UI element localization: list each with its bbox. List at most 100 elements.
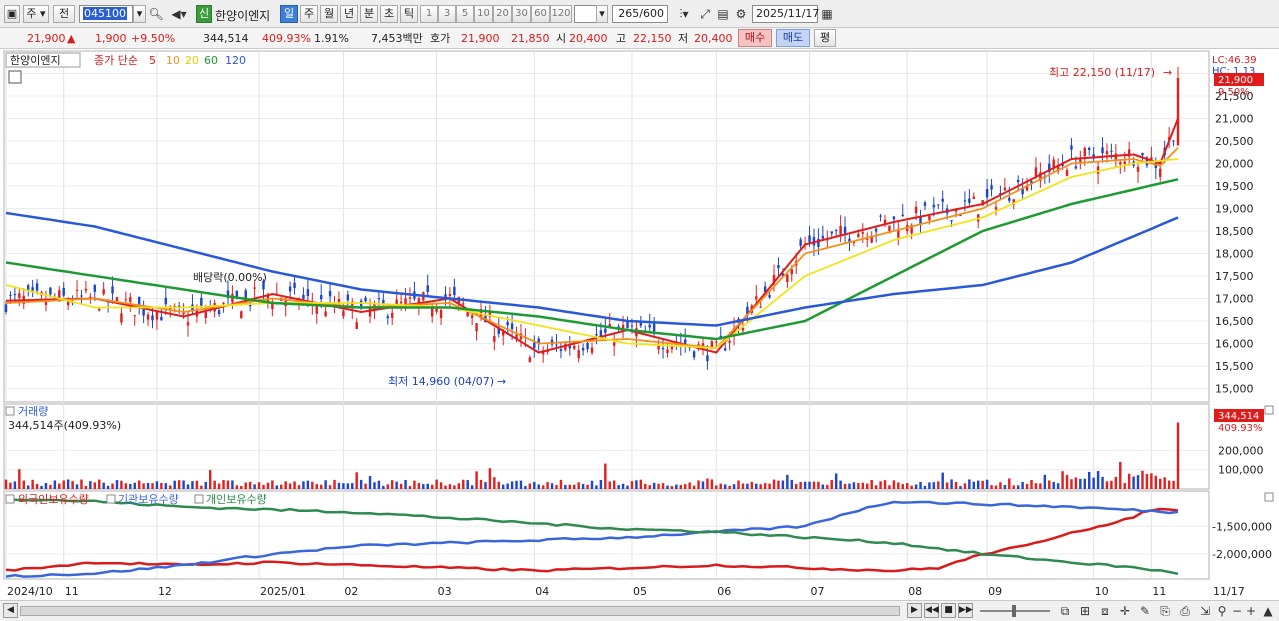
volume-bar: [914, 484, 918, 489]
compare-icon[interactable]: ⧈: [1101, 604, 1109, 618]
y-axis-tick-label: 19,500: [1215, 180, 1254, 193]
crosshair-icon[interactable]: ✛: [1119, 604, 1131, 618]
gear-icon[interactable]: ⚙: [735, 7, 747, 21]
date-input[interactable]: 2025/11/17: [752, 5, 819, 23]
volume-bar: [328, 485, 332, 489]
zoom-icon[interactable]: ⚲: [1217, 604, 1227, 618]
zoom-in-icon[interactable]: +: [1245, 604, 1257, 618]
period-month[interactable]: 월: [320, 5, 338, 23]
x-axis-tick-label: 12: [158, 585, 172, 598]
scroll-track[interactable]: [20, 606, 900, 616]
volume-bar: [1061, 471, 1064, 489]
volume-bar: [368, 476, 372, 489]
volume-bar: [1012, 485, 1015, 489]
flat-button[interactable]: 평: [814, 29, 836, 47]
speaker-icon[interactable]: ◀▾: [171, 7, 187, 21]
copy-icon[interactable]: ⎘: [1160, 604, 1170, 618]
volume-bars: [4, 422, 1180, 489]
interval-20[interactable]: 20: [493, 5, 512, 23]
candle-body: [768, 295, 771, 298]
up-arrow-icon: ▲: [67, 32, 76, 45]
candle-body: [84, 288, 88, 291]
buy-button[interactable]: 매수: [738, 29, 772, 47]
volume-bar: [155, 481, 159, 489]
draw-icon[interactable]: ✎: [1139, 604, 1151, 618]
volume-bar: [231, 480, 234, 489]
volume-bar: [719, 483, 722, 489]
interval-60[interactable]: 60: [531, 5, 550, 23]
sell-button[interactable]: 매도: [776, 29, 810, 47]
interval-10[interactable]: 10: [474, 5, 493, 23]
candle-body: [31, 287, 34, 291]
volume-bar: [812, 481, 816, 489]
period-tick[interactable]: 틱: [400, 5, 418, 23]
calendar-icon[interactable]: ▦: [821, 7, 833, 21]
stock-code-input[interactable]: 045100: [79, 5, 133, 23]
interval-3[interactable]: 3: [438, 5, 456, 23]
period-year[interactable]: 년: [340, 5, 358, 23]
chart-type-icon[interactable]: ⫶▾: [679, 7, 689, 21]
volume-bar: [586, 484, 589, 489]
data-table-icon[interactable]: [8, 70, 22, 84]
high-label: 고: [616, 32, 627, 45]
price-change-pct: +9.50%: [131, 32, 176, 45]
candle-body: [399, 301, 403, 304]
candle-body: [120, 313, 123, 323]
volume-bar: [315, 484, 318, 489]
volume-bar: [351, 483, 354, 489]
candle-body: [169, 307, 172, 310]
volume-bar: [626, 485, 629, 489]
code-dropdown-icon[interactable]: ▾: [133, 5, 146, 23]
interval-1[interactable]: 1: [420, 5, 438, 23]
candle-body: [519, 333, 523, 340]
scroll-end-icon[interactable]: ▶▶: [958, 603, 973, 618]
candle-body: [786, 274, 789, 282]
period-week[interactable]: 주: [300, 5, 318, 23]
scroll-right-icon[interactable]: ▶: [907, 603, 922, 618]
volume-bar: [541, 485, 545, 489]
market-select[interactable]: 주 ▾: [23, 5, 49, 23]
candle-body: [1025, 185, 1029, 191]
save-icon[interactable]: ▤: [717, 7, 729, 21]
volume-bar: [1039, 483, 1042, 489]
period-day[interactable]: 일: [280, 5, 298, 23]
market-label: 주: [26, 7, 37, 20]
indicator-icon[interactable]: ⤢: [700, 7, 710, 21]
print-icon[interactable]: ⎙: [1180, 604, 1190, 618]
interval-dropdown-icon[interactable]: ▾: [596, 5, 608, 23]
individual-label: 개인보유수량: [206, 493, 267, 506]
scroll-start-icon[interactable]: ◀◀: [924, 603, 939, 618]
bar-count-field[interactable]: 265/600: [612, 5, 668, 23]
scope-button[interactable]: 전: [53, 5, 75, 23]
interval-5[interactable]: 5: [456, 5, 474, 23]
export-icon[interactable]: ⇲: [1199, 604, 1211, 618]
layout-icon[interactable]: ⧉: [1060, 604, 1070, 618]
reset-icon[interactable]: ▲: [1263, 604, 1273, 618]
stop-icon[interactable]: ■: [941, 603, 956, 618]
volume-bar: [652, 482, 656, 489]
interval-120[interactable]: 120: [550, 5, 572, 23]
stock-name: 한양이엔지: [215, 9, 271, 23]
volume-bar: [790, 479, 793, 489]
volume-bar: [981, 480, 984, 489]
interval-30[interactable]: 30: [512, 5, 531, 23]
scroll-left-icon[interactable]: ◀: [3, 603, 18, 618]
candle-body: [692, 351, 696, 358]
zoom-out-icon[interactable]: −: [1231, 604, 1243, 618]
period-minute[interactable]: 분: [360, 5, 378, 23]
holdings-close-icon[interactable]: [1264, 492, 1274, 502]
search-icon[interactable]: 🔍︎: [148, 7, 164, 21]
candle-body: [453, 286, 456, 296]
volume-bar: [306, 480, 310, 489]
split-icon[interactable]: ⊞: [1079, 604, 1091, 618]
chart-scrollbar[interactable]: ◀ ▶ ◀◀ ■ ▶▶ ⧉ ⊞ ⧈ ✛ ✎ ⎘ ⎙ ⇲ ⚲ − + ▲: [0, 600, 1279, 621]
volume-bar: [355, 472, 358, 489]
chart-area[interactable]: 15,000 15,500 16,000 16,500 17,000 17,500 18,0…: [0, 49, 1279, 600]
volume-close-icon[interactable]: [1264, 405, 1274, 415]
period-second[interactable]: 초: [380, 5, 398, 23]
volume-ratio: 409.93%: [262, 32, 311, 45]
volume-bar: [755, 483, 758, 489]
window-menu-icon[interactable]: ▣: [4, 5, 20, 23]
zoom-slider-handle[interactable]: [1012, 605, 1016, 617]
volume-bar: [897, 482, 900, 489]
